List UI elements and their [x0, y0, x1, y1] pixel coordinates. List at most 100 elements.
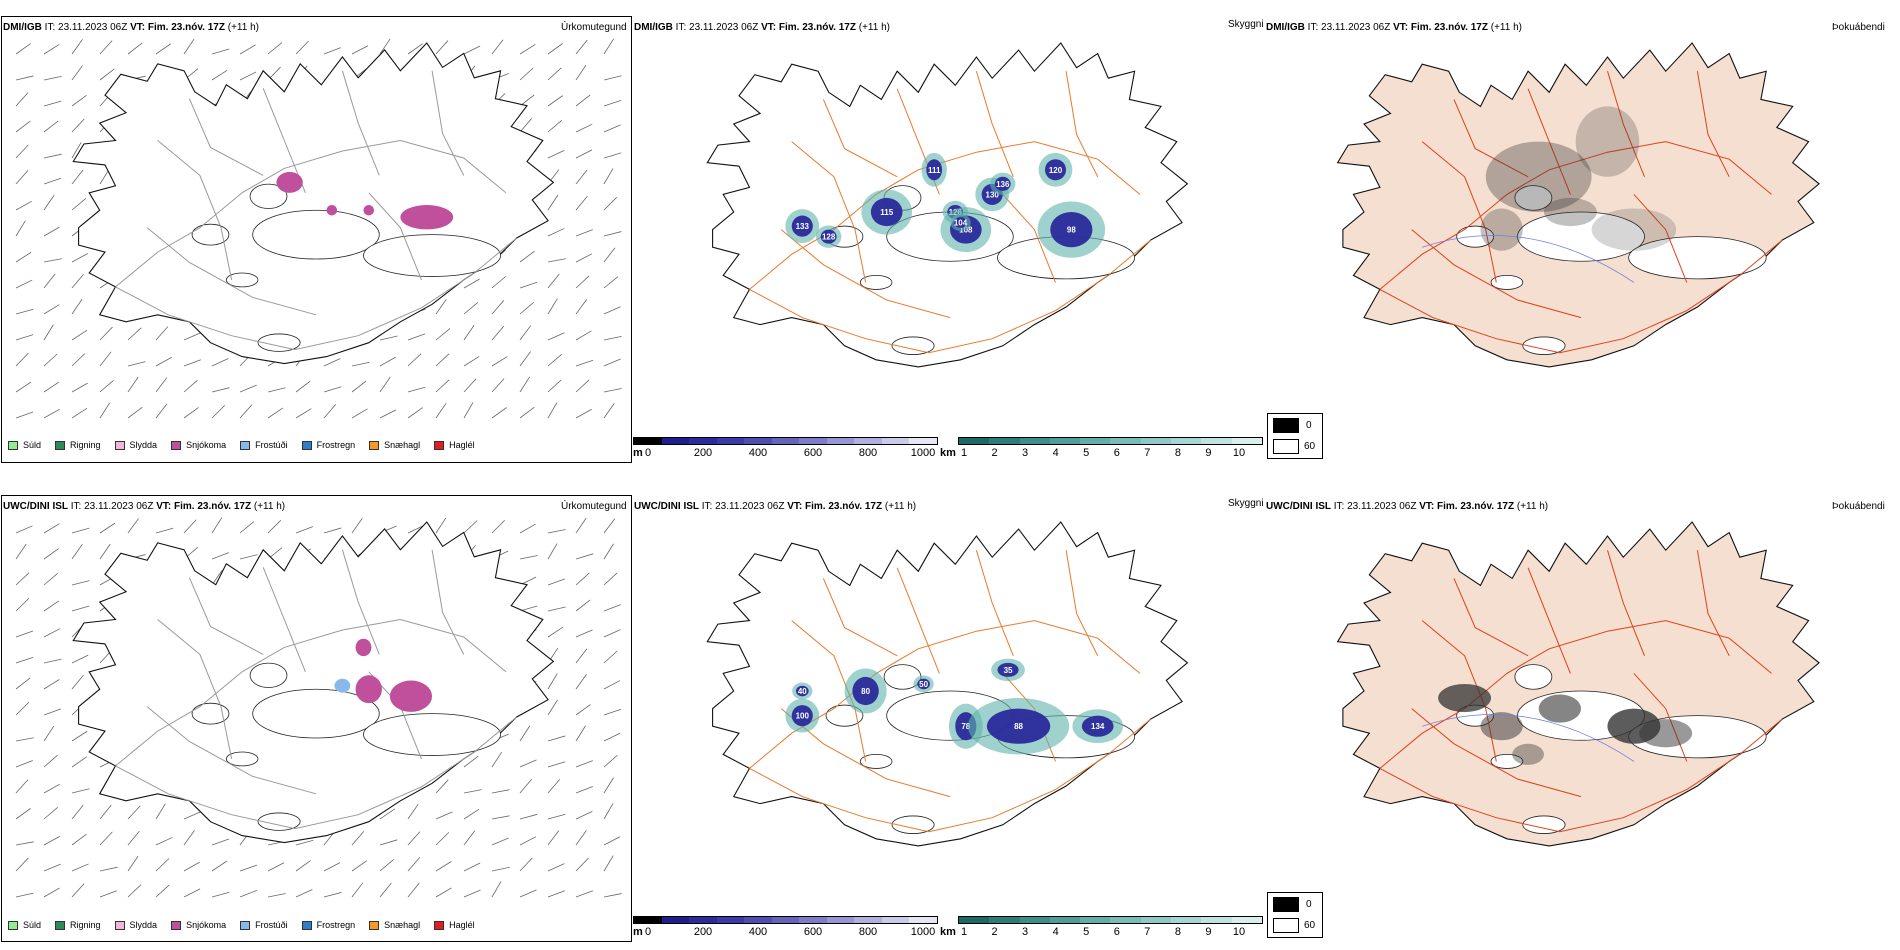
precip-1-wind-barb — [15, 92, 29, 107]
panel-header-vis-1: DMI/IGB IT: 23.11.2023 06Z VT: Fim. 23.n… — [634, 22, 890, 33]
precip-1-wind-barb — [435, 328, 451, 341]
precip-1-wind-barb — [43, 408, 60, 419]
fog-0-glacier — [1456, 225, 1495, 248]
colorbar-tick: 10 — [1232, 926, 1246, 938]
ceiling-area-blue — [820, 229, 837, 244]
vis-1-road — [975, 550, 1014, 656]
precip-2-wind-barb — [155, 803, 166, 820]
vis-0-road — [1065, 71, 1099, 178]
precip-2-wind-barb — [519, 889, 537, 898]
precip-2-wind-barb — [43, 887, 60, 898]
colorbar-tick: 1 — [960, 447, 968, 459]
precip-1-wind-barb — [43, 153, 62, 159]
colorbar-tick: 5 — [1083, 447, 1090, 459]
precip-2-wind-barb — [519, 759, 537, 768]
colorbar-step — [1201, 917, 1232, 923]
precip-1-wind-barb — [155, 356, 172, 367]
ceiling-ticks-1: 0 200 400 600 800 1000 — [645, 447, 935, 461]
precip-2-wind-barb — [239, 890, 257, 898]
precip-2-wind-barb — [463, 755, 479, 768]
legend-swatch — [8, 440, 18, 450]
visibility-value-label: 35 — [1004, 666, 1013, 675]
visibility-map-2: 80 78 88 134 35 50 100 40 — [706, 521, 1189, 847]
precip-1-wind-barb — [183, 359, 202, 367]
precip-2-wind-barb — [547, 529, 566, 534]
precip-2-wind-barb — [575, 629, 593, 638]
precip-2-wind-barb — [323, 892, 342, 898]
precip-2-road — [341, 549, 380, 655]
vis-0-road — [791, 141, 867, 283]
visibility-value-label: 115 — [880, 208, 893, 217]
precip-1-wind-barb — [15, 43, 31, 55]
colorbar-tick: 7 — [1144, 447, 1151, 459]
colorbar-step — [1049, 917, 1081, 923]
fog-1-glacier — [1490, 753, 1524, 769]
precip-1-wind-barb — [435, 379, 450, 393]
precip-2-wind-barb — [295, 860, 311, 872]
ceiling-area-blue — [1050, 212, 1093, 248]
precip-1-wind-barb — [71, 118, 85, 133]
precip-1-wind-barb — [323, 386, 342, 393]
precip-2-wind-barb — [491, 815, 510, 820]
colorbar-step — [826, 438, 855, 444]
precip-1-wind-barb — [519, 44, 536, 55]
colorbar-step — [1201, 438, 1232, 444]
precip-2-wind-barb — [211, 838, 230, 846]
precip-2-wind-barb — [547, 761, 566, 768]
legend-label: Snjókoma — [186, 440, 227, 450]
precip-2-wind-barb — [547, 699, 558, 716]
colorbar-step — [634, 917, 662, 923]
precip-1-wind-barb — [547, 298, 558, 315]
precip-2-wind-barb — [519, 523, 536, 534]
precip-2-wind-barb — [575, 786, 593, 794]
precip-2-wind-barb — [491, 837, 509, 846]
precip-1-wind-barb — [575, 379, 590, 393]
precip-2-wind-barb — [547, 626, 564, 638]
precip-1-wind-barb — [15, 200, 32, 211]
precip-2-wind-barb — [71, 544, 83, 560]
precip-2-wind-barb — [603, 629, 621, 638]
legend-swatch — [171, 440, 182, 450]
precip-1-wind-barb — [351, 45, 369, 55]
precip-1-wind-barb — [99, 351, 112, 367]
precip-legend-2: Súld Rigning Slydda Snjókoma Frostúði Frostre… — [8, 920, 475, 930]
precip-1-wind-barb — [603, 75, 622, 81]
precip-2-wind-barb — [71, 883, 85, 898]
ceiling-area-blue — [1044, 159, 1067, 181]
fog-river — [1422, 714, 1635, 762]
precip-1-wind-barb — [407, 386, 426, 393]
precip-1-wind-barb — [71, 142, 82, 159]
precip-2-wind-barb — [183, 888, 201, 898]
precip-2-wind-barb — [127, 855, 139, 872]
precip-1-wind-barb — [547, 120, 562, 133]
precip-2-wind-barb — [407, 831, 421, 846]
precip-1-wind-barb — [575, 94, 591, 107]
precip-2-wind-barb — [71, 730, 88, 742]
precip-1-wind-barb — [491, 356, 508, 367]
precip-1-wind-barb — [127, 406, 143, 419]
precip-1-wind-barb — [43, 76, 62, 81]
precip-1-wind-barb — [239, 71, 257, 81]
precip-2-wind-barb — [295, 889, 313, 898]
precip-2-wind-barb — [15, 525, 33, 534]
visibility-value-label: 134 — [1091, 722, 1105, 731]
precip-2-wind-barb — [43, 754, 58, 768]
fog-area — [1575, 106, 1640, 177]
colorbar-tick: 9 — [1205, 926, 1212, 938]
precip-1-wind-barb — [463, 402, 474, 419]
precip-2-wind-barb — [519, 779, 532, 794]
legend-label: Slydda — [129, 440, 158, 450]
precip-1-wind-barb — [211, 48, 230, 55]
fog-1-coastline — [1336, 521, 1820, 847]
precip-2-wind-barb — [519, 555, 538, 560]
snow-area — [363, 205, 375, 216]
precip-2-wind-barb — [43, 628, 61, 638]
precip-1-wind-barb — [491, 326, 505, 341]
legend-label: Súld — [23, 440, 42, 450]
precip-1-wind-barb — [15, 75, 34, 81]
precip-2-wind-barb — [15, 702, 30, 716]
precip-2-wind-barb — [603, 777, 614, 794]
precip-1-wind-barb — [575, 195, 588, 211]
fog-1-road — [1696, 550, 1730, 657]
precip-1-wind-barb — [295, 380, 311, 393]
